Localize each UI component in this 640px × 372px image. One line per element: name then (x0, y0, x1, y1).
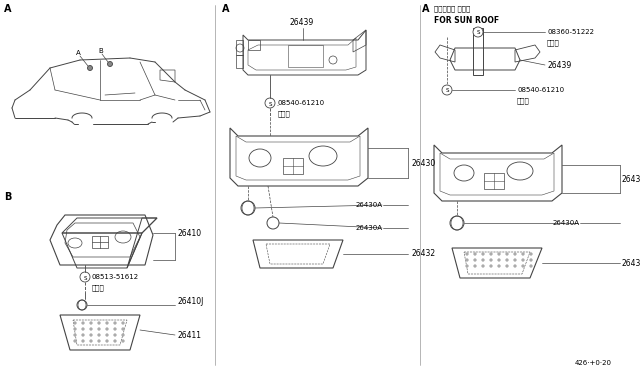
Circle shape (88, 65, 93, 71)
Circle shape (122, 322, 124, 324)
Circle shape (122, 340, 124, 342)
Text: A: A (222, 4, 230, 14)
Circle shape (490, 259, 492, 261)
Circle shape (77, 300, 87, 310)
Text: A: A (422, 4, 429, 14)
Text: A: A (4, 4, 12, 14)
Circle shape (506, 265, 508, 267)
Circle shape (473, 27, 483, 37)
Circle shape (514, 265, 516, 267)
Circle shape (498, 265, 500, 267)
Circle shape (74, 334, 76, 336)
Circle shape (82, 322, 84, 324)
Text: A: A (76, 50, 81, 56)
Circle shape (98, 340, 100, 342)
Circle shape (498, 259, 500, 261)
Circle shape (90, 340, 92, 342)
Text: 26430: 26430 (622, 176, 640, 185)
Circle shape (122, 334, 124, 336)
Text: 26430A: 26430A (553, 220, 580, 226)
Circle shape (506, 259, 508, 261)
Text: S: S (268, 102, 272, 106)
Circle shape (265, 98, 275, 108)
Text: 426‧+0‧20: 426‧+0‧20 (575, 360, 612, 366)
Text: 26432: 26432 (411, 250, 435, 259)
Text: 26439: 26439 (547, 61, 572, 70)
Text: B: B (98, 48, 103, 54)
Circle shape (514, 253, 516, 255)
Text: サンルーフ シヨウ: サンルーフ シヨウ (434, 5, 470, 12)
Circle shape (530, 259, 532, 261)
Circle shape (74, 340, 76, 342)
Circle shape (106, 328, 108, 330)
Circle shape (106, 340, 108, 342)
Circle shape (241, 201, 255, 215)
Circle shape (98, 334, 100, 336)
Circle shape (474, 253, 476, 255)
Circle shape (122, 328, 124, 330)
Text: 26430A: 26430A (356, 202, 383, 208)
Circle shape (514, 259, 516, 261)
Circle shape (90, 334, 92, 336)
Circle shape (80, 272, 90, 282)
Circle shape (106, 322, 108, 324)
Text: 08540-61210: 08540-61210 (517, 87, 564, 93)
Circle shape (82, 340, 84, 342)
Text: 26430: 26430 (411, 158, 435, 167)
Circle shape (450, 216, 464, 230)
Text: 26432: 26432 (622, 259, 640, 267)
Circle shape (506, 253, 508, 255)
Text: S: S (445, 89, 449, 93)
Circle shape (114, 340, 116, 342)
Text: （２）: （２） (278, 110, 291, 116)
Circle shape (490, 265, 492, 267)
Circle shape (482, 253, 484, 255)
Circle shape (90, 328, 92, 330)
Circle shape (482, 265, 484, 267)
Circle shape (106, 334, 108, 336)
Circle shape (466, 265, 468, 267)
Text: 08360-51222: 08360-51222 (547, 29, 594, 35)
Text: （２）: （２） (517, 97, 530, 104)
Circle shape (490, 253, 492, 255)
Text: B: B (4, 192, 12, 202)
Circle shape (90, 322, 92, 324)
Text: 08513-51612: 08513-51612 (92, 274, 139, 280)
Circle shape (466, 253, 468, 255)
Circle shape (114, 322, 116, 324)
Circle shape (267, 217, 279, 229)
Text: FOR SUN ROOF: FOR SUN ROOF (434, 16, 499, 25)
Text: 26411: 26411 (177, 330, 201, 340)
Circle shape (114, 328, 116, 330)
Circle shape (530, 265, 532, 267)
Circle shape (82, 328, 84, 330)
Circle shape (466, 259, 468, 261)
Circle shape (474, 259, 476, 261)
Circle shape (498, 253, 500, 255)
Circle shape (82, 334, 84, 336)
Text: 26430A: 26430A (356, 225, 383, 231)
Circle shape (522, 253, 524, 255)
Text: 26439: 26439 (290, 18, 314, 27)
Text: 26410: 26410 (177, 228, 201, 237)
Circle shape (522, 259, 524, 261)
Circle shape (474, 265, 476, 267)
Circle shape (108, 61, 113, 67)
Circle shape (98, 328, 100, 330)
Circle shape (74, 322, 76, 324)
Circle shape (522, 265, 524, 267)
Circle shape (74, 328, 76, 330)
Text: （２）: （２） (92, 284, 105, 291)
Text: （２）: （２） (547, 39, 560, 46)
Text: 08540-61210: 08540-61210 (278, 100, 325, 106)
Circle shape (530, 253, 532, 255)
Circle shape (114, 334, 116, 336)
Circle shape (98, 322, 100, 324)
Circle shape (442, 85, 452, 95)
Circle shape (482, 259, 484, 261)
Text: 26410J: 26410J (177, 298, 204, 307)
Text: S: S (83, 276, 87, 280)
Text: S: S (476, 31, 480, 35)
